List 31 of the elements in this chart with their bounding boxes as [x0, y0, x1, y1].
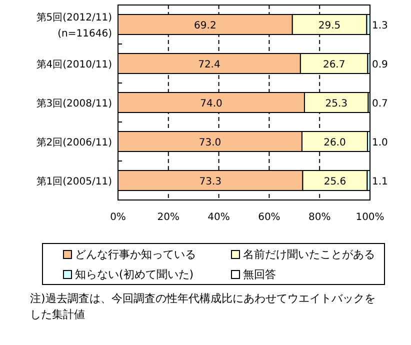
data-label: 0.9 — [372, 60, 388, 70]
y-tick-label: 第3回(2008/11) — [36, 98, 112, 110]
x-tick-label: 0% — [110, 212, 126, 223]
data-label: 69.2 — [194, 20, 216, 32]
data-label: 72.4 — [198, 60, 220, 70]
y-tick-label: 第5回(2012/11) (n=11646) — [36, 12, 112, 40]
data-label: 73.0 — [198, 138, 222, 148]
data-label: 1.3 — [372, 20, 388, 32]
data-label: 1.0 — [372, 138, 388, 148]
y-tick-label: 第4回(2010/11) — [36, 58, 112, 70]
x-tick-label: 100% — [356, 212, 384, 223]
data-label: 74.0 — [200, 98, 222, 110]
data-label: 0.7 — [372, 98, 388, 110]
x-tick-label: 20% — [157, 212, 180, 223]
data-label: 73.3 — [199, 176, 222, 188]
x-tick-label: 40% — [208, 212, 230, 223]
legend-label: どんな行事か知っている — [74, 247, 196, 262]
data-label: 26.7 — [322, 60, 346, 70]
y-tick-label: 第2回(2006/11) — [36, 136, 112, 148]
legend-label: 名前だけ聞いたことがある — [242, 247, 375, 262]
data-label: 25.3 — [325, 98, 348, 110]
legend-label: 無回答 — [242, 267, 276, 282]
text: 注)過去調査は、今回調査の性年代構成比にあわせてウエイトバックをした集計値 — [30, 291, 376, 323]
data-label: 1.1 — [372, 176, 388, 188]
x-tick-label: 80% — [308, 212, 331, 223]
legend-label: 知らない(初めて聞いた) — [74, 267, 194, 282]
x-tick-label: 60% — [258, 212, 280, 223]
data-label: 29.5 — [318, 20, 341, 32]
data-label: 26.0 — [324, 138, 346, 148]
data-label: 25.6 — [324, 176, 346, 188]
y-tick-label: 第1回(2005/11) — [36, 176, 112, 188]
